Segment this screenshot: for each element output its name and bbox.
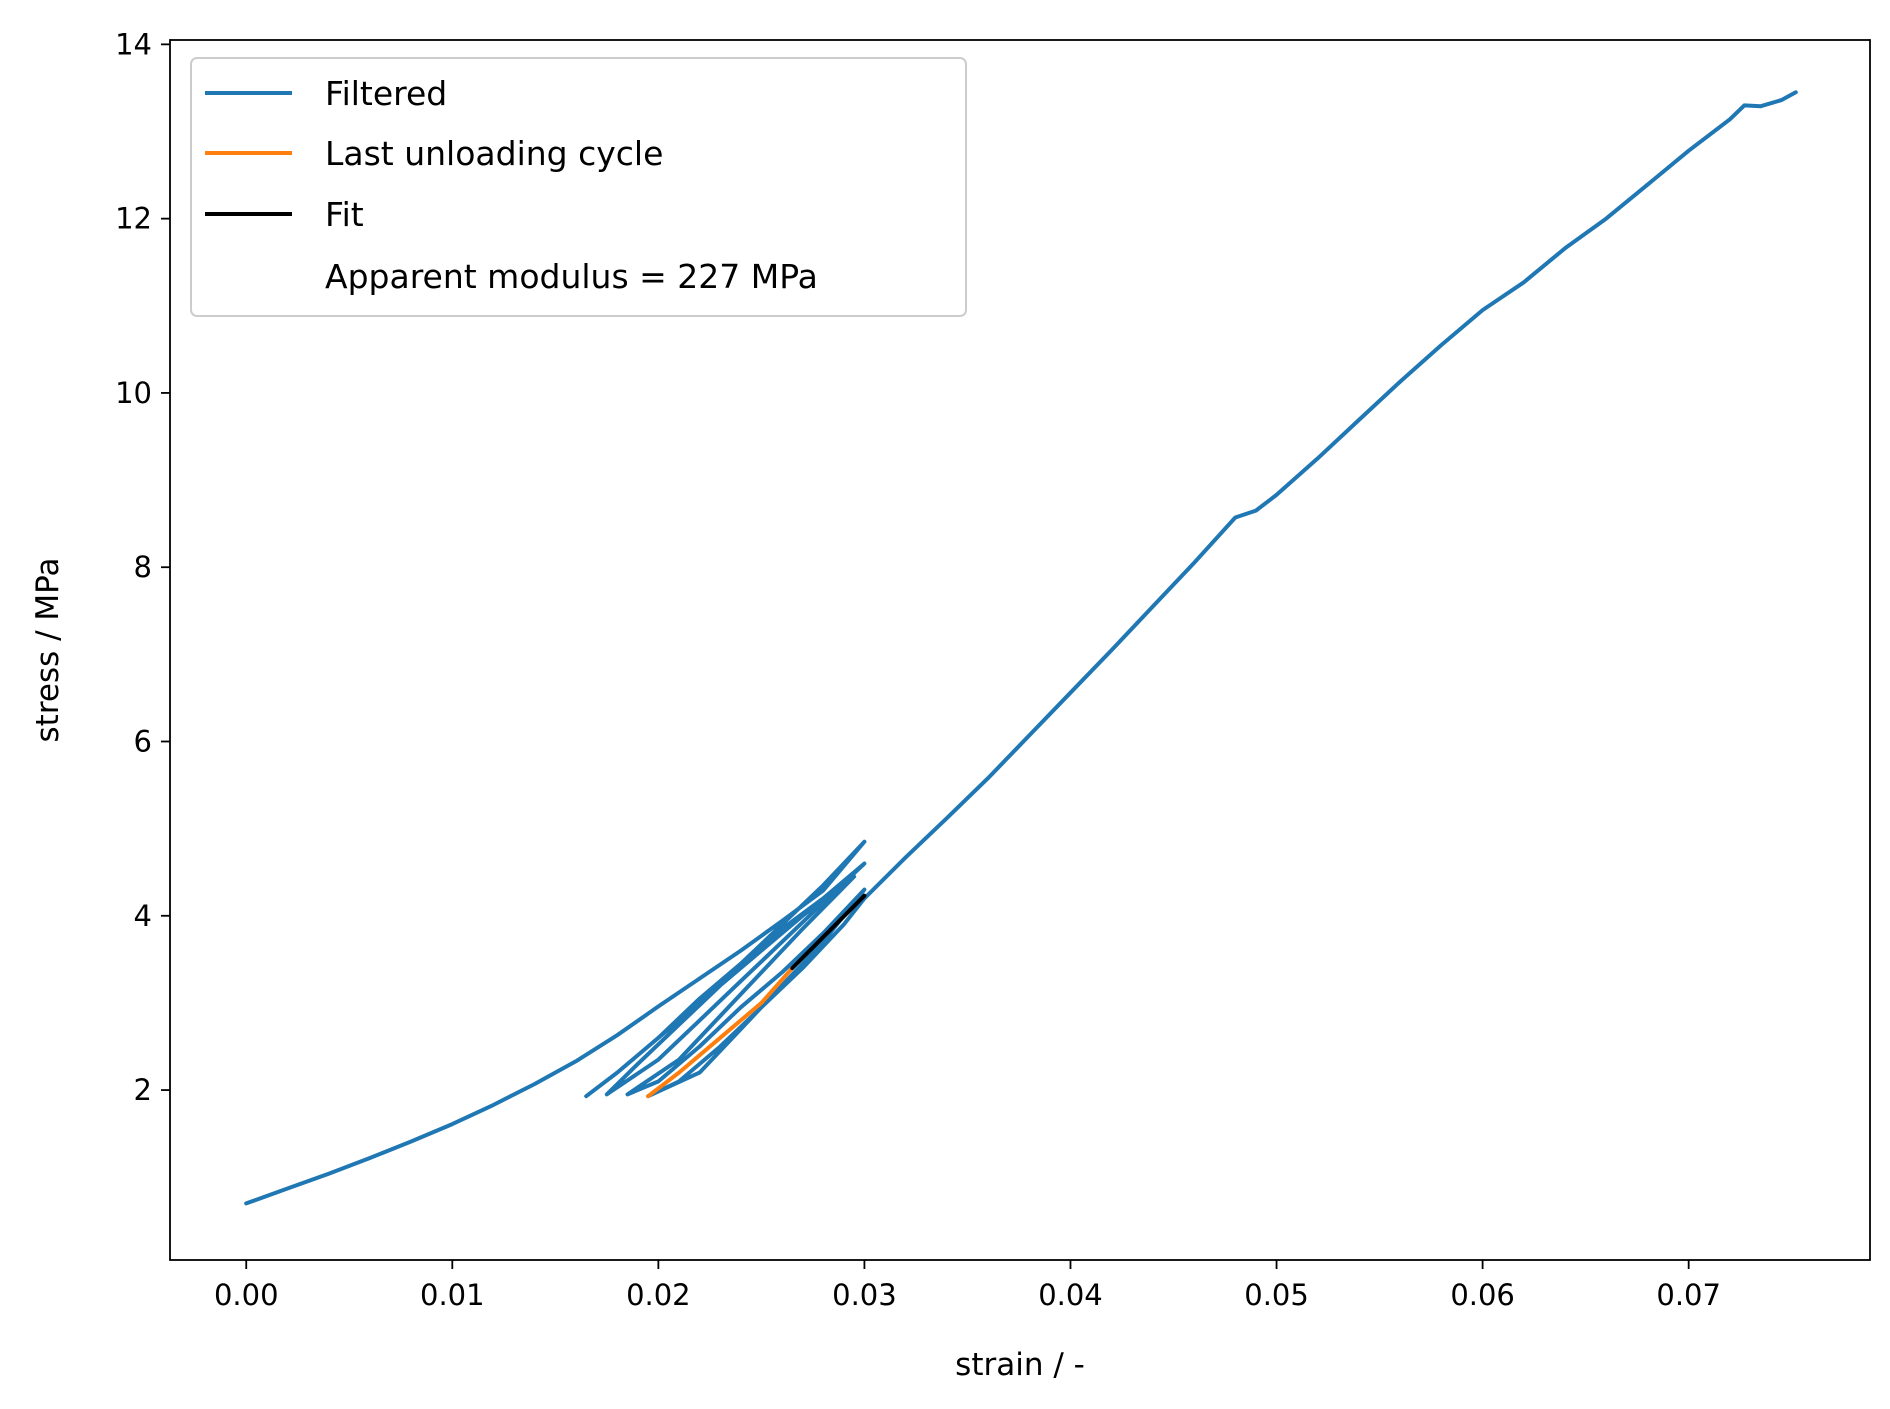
- x-axis: 0.00 0.01 0.02 0.03 0.04 0.05 0.06 0.07: [214, 1260, 1721, 1312]
- x-tick-label: 0.04: [1038, 1278, 1103, 1312]
- y-tick-label: 8: [134, 550, 152, 584]
- legend: Filtered Last unloading cycle Fit Appare…: [190, 57, 967, 317]
- y-tick-label: 4: [134, 899, 152, 933]
- series-layer: [244, 90, 1798, 1206]
- series-line-last-unloading-cycle: [646, 966, 795, 1099]
- x-tick-label: 0.00: [214, 1278, 279, 1312]
- y-axis-label: stress / MPa: [30, 558, 66, 743]
- legend-label-fit: Fit: [325, 195, 364, 234]
- x-tick-label: 0.07: [1656, 1278, 1721, 1312]
- x-axis-label: strain / -: [955, 1347, 1085, 1383]
- y-tick-label: 2: [134, 1073, 152, 1107]
- legend-label-filtered: Filtered: [325, 74, 447, 113]
- y-axis: 2 4 6 8 10 12 14: [115, 27, 170, 1107]
- y-tick-label: 12: [115, 202, 152, 236]
- x-tick-label: 0.03: [832, 1278, 897, 1312]
- legend-label-apparent-modulus: Apparent modulus = 227 MPa: [325, 257, 818, 296]
- y-tick-label: 14: [115, 27, 152, 61]
- series-line-filtered: [244, 90, 1798, 1206]
- legend-frame: [190, 57, 967, 317]
- legend-label-last-unloading-cycle: Last unloading cycle: [325, 134, 663, 173]
- x-tick-label: 0.01: [420, 1278, 485, 1312]
- y-tick-label: 10: [115, 376, 152, 410]
- x-tick-label: 0.06: [1450, 1278, 1515, 1312]
- x-tick-label: 0.05: [1244, 1278, 1309, 1312]
- x-tick-label: 0.02: [626, 1278, 691, 1312]
- plot-frame: [169, 39, 1871, 1261]
- y-tick-label: 6: [134, 725, 152, 759]
- series-line-fit: [790, 893, 867, 971]
